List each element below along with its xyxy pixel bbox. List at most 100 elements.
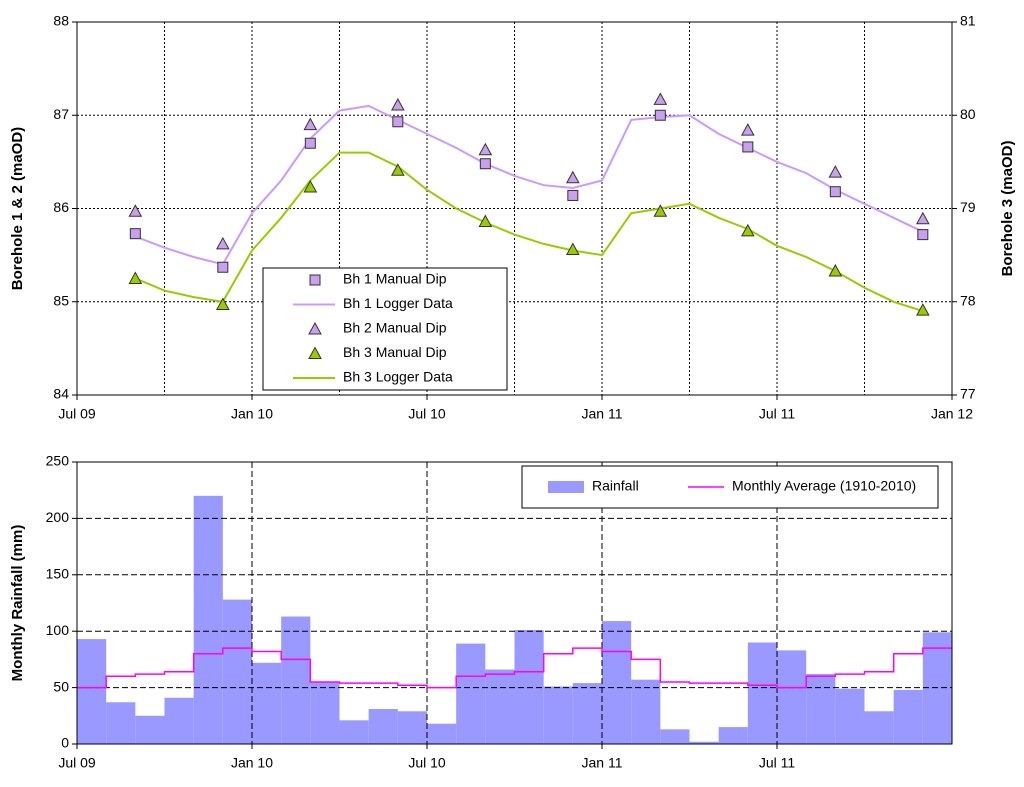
bar [135,715,165,744]
legend-swatch [548,481,584,493]
bar [893,689,923,744]
legend-label: Bh 1 Logger Data [343,295,453,311]
y-tick-label: 50 [53,678,69,694]
y-tick-label: 88 [53,13,69,29]
bar [689,741,719,744]
x-tick-label: Jan 12 [931,406,973,422]
y2-tick-label: 80 [960,106,976,122]
bar [281,616,311,744]
y-axis-label: Borehole 1 & 2 (maOD) [9,127,26,290]
y-tick-label: 84 [53,386,69,402]
legend-box [521,465,939,509]
marker [653,92,668,105]
x-tick-label: Jul 11 [759,755,796,771]
bar [164,697,194,744]
bars [77,495,952,744]
marker [128,271,143,284]
bar [106,702,136,744]
legend-label: Bh 3 Manual Dip [343,344,447,360]
plot-border [76,21,953,396]
bar [252,662,282,744]
logger-line [134,104,924,266]
bar [427,723,457,744]
legend-marker [309,274,321,286]
legend-marker [308,346,322,359]
marker [478,142,493,156]
marker [479,158,491,170]
y2-tick-label: 77 [960,386,976,402]
marker [917,229,929,241]
bar [310,681,340,744]
marker [390,163,405,176]
y-tick-label: 85 [53,292,69,308]
bar [718,727,748,744]
x-tick-label: Jul 11 [759,406,796,422]
bar [777,650,807,744]
marker [478,214,493,228]
y-tick-label: 250 [46,453,70,469]
marker [565,170,580,184]
x-tick-label: Jan 10 [231,755,273,771]
bar [660,729,690,744]
marker [915,303,930,316]
bar [631,679,661,744]
marker [303,180,318,193]
legend-box [262,267,508,391]
x-tick-label: Jan 11 [582,755,623,771]
marker [129,228,141,240]
marker [303,117,318,131]
marker [654,109,666,121]
bar [77,639,107,744]
y-tick-label: 87 [53,106,69,122]
marker [215,297,230,311]
bar [835,688,865,744]
legend-marker [308,321,322,335]
logger-line [134,151,924,313]
y2-tick-label: 81 [960,13,976,29]
y-axis-label: Monthly Rainfall (mm) [9,525,26,682]
bar [806,674,836,744]
x-tick-label: Jul 09 [58,755,96,771]
marker [742,141,754,153]
marker [829,186,841,198]
marker [304,137,316,149]
bar [193,495,223,744]
bar [368,709,398,744]
marker [915,211,930,225]
y-tick-label: 0 [61,735,69,751]
x-tick-label: Jul 10 [408,406,446,422]
bar [572,683,602,744]
marker [740,123,755,136]
legend-label: Rainfall [592,478,639,494]
legend-label: Monthly Average (1910-2010) [732,478,916,494]
marker [128,204,143,217]
legend-label: Bh 3 Logger Data [343,369,453,385]
marker [565,242,580,256]
marker [392,116,404,128]
marker [653,204,668,217]
y2-tick-label: 78 [960,292,976,308]
y-tick-label: 200 [46,509,70,525]
y-tick-label: 150 [46,566,70,582]
marker [828,263,843,277]
y-tick-label: 86 [53,199,69,215]
marker [740,223,755,237]
x-tick-label: Jan 11 [582,406,623,422]
legend-label: Bh 1 Manual Dip [343,271,447,287]
bar [397,711,427,744]
bar [514,630,544,744]
y2-axis-label: Borehole 3 (maOD) [999,141,1016,277]
y-tick-label: 100 [46,622,70,638]
bar [602,621,632,744]
x-tick-label: Jul 10 [408,755,446,771]
marker [390,97,405,111]
bar [747,642,777,744]
bar [222,599,252,744]
bar [864,711,894,744]
x-tick-label: Jul 09 [58,406,96,422]
legend-label: Bh 2 Manual Dip [343,320,447,336]
marker [215,236,230,250]
marker [217,261,229,273]
bar [339,720,369,744]
bar [543,686,573,744]
